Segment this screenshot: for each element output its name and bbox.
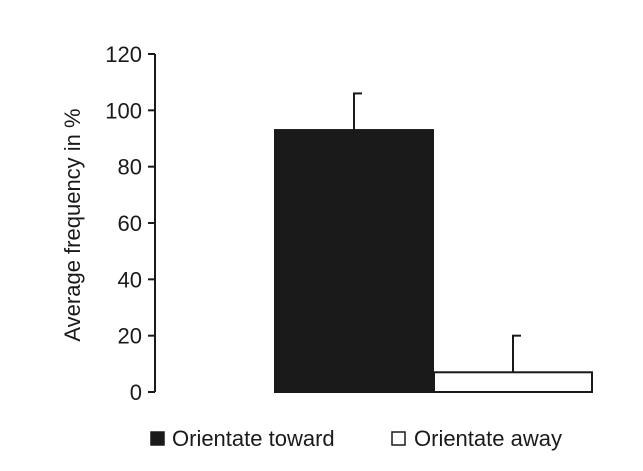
bars xyxy=(274,92,593,394)
y-tick-label: 60 xyxy=(118,211,142,236)
y-tick-label: 20 xyxy=(118,324,142,349)
y-axis: 0 20 40 60 80 100 120 xyxy=(105,42,156,405)
legend-label: Orientate away xyxy=(414,426,562,451)
legend-swatch xyxy=(150,431,165,446)
bar-orientate-away xyxy=(433,371,593,393)
legend-label: Orientate toward xyxy=(172,426,335,451)
y-tick-label: 80 xyxy=(118,155,142,180)
legend: Orientate toward Orientate away xyxy=(150,426,562,451)
y-tick-label: 120 xyxy=(105,42,142,67)
y-axis-label: Average frequency in % xyxy=(60,108,85,341)
y-tick-label: 0 xyxy=(130,380,142,405)
y-tick-label: 40 xyxy=(118,267,142,292)
bar-orientate-toward xyxy=(274,129,434,394)
y-tick-label: 100 xyxy=(105,98,142,123)
legend-swatch xyxy=(391,431,406,446)
